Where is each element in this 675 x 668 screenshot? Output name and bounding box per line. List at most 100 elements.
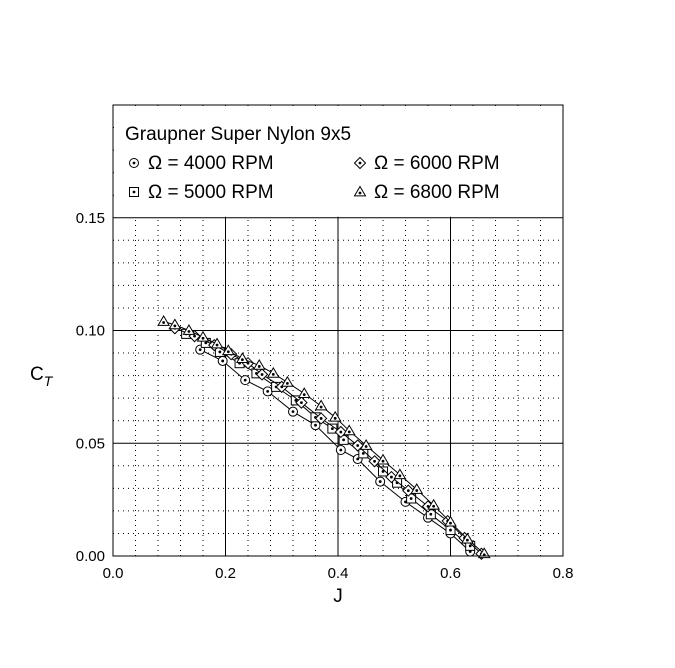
marker-dot — [347, 430, 351, 434]
y-tick-label: 0.10 — [76, 323, 105, 340]
legend: Graupner Super Nylon 9x5 Ω = 4000 RPM Ω =… — [114, 106, 562, 217]
marker-dot — [319, 417, 323, 420]
marker-dot — [201, 336, 205, 340]
marker-dot — [409, 497, 413, 500]
y-tick-label: 0.05 — [76, 435, 105, 452]
marker-dot — [358, 161, 362, 165]
marker-triangle — [196, 330, 210, 342]
marker-dot — [204, 341, 208, 345]
data-point — [376, 453, 390, 465]
data-point — [221, 344, 235, 356]
marker-triangle — [393, 468, 407, 480]
marker-dot — [132, 190, 136, 194]
marker-triangle — [210, 337, 224, 349]
marker-dot — [294, 399, 298, 402]
marker-dot — [381, 459, 385, 463]
legend-item-4: Ω = 6800 RPM — [353, 182, 500, 203]
data-point — [351, 439, 364, 452]
marker-triangle — [427, 498, 440, 510]
data-point — [236, 352, 249, 364]
marker-dot — [319, 405, 323, 409]
series-2 — [181, 328, 476, 551]
y-axis-label-subscript: T — [44, 373, 54, 389]
y-tick-label: 0.15 — [76, 210, 105, 227]
data-point — [288, 406, 298, 417]
marker-dot — [378, 480, 382, 483]
marker-dot — [356, 444, 360, 447]
marker-triangle — [342, 424, 356, 436]
legend-item-1: Ω = 4000 RPM — [129, 153, 274, 174]
y-tick-label: 0.00 — [76, 548, 105, 565]
marker-dot — [291, 410, 295, 414]
tick-labels: 0.0 0.2 0.4 0.6 0.8 0.00 0.05 0.10 0.15 — [76, 210, 574, 582]
marker-dot — [215, 343, 219, 347]
marker-dot — [330, 427, 334, 430]
legend-item-3: Ω = 6000 RPM — [353, 153, 500, 174]
marker-dot — [342, 438, 346, 442]
legend-label: Ω = 6800 RPM — [374, 182, 500, 203]
marker-dot — [358, 191, 362, 195]
y-axis-label-main: C — [30, 364, 44, 385]
data-point — [461, 532, 474, 544]
series-line — [163, 321, 485, 555]
data-point — [240, 375, 251, 386]
marker-dot — [468, 544, 472, 548]
marker-dot — [390, 475, 393, 479]
marker-dot — [162, 321, 166, 324]
marker-dot — [187, 330, 191, 333]
marker-dot — [300, 401, 303, 405]
legend-marker — [129, 187, 139, 197]
marker-triangle — [444, 515, 457, 527]
series-4 — [157, 314, 491, 559]
marker-dot — [285, 381, 289, 385]
data-point — [327, 423, 338, 434]
data-point — [255, 368, 269, 381]
legend-label: Ω = 4000 RPM — [148, 153, 274, 174]
marker-triangle — [157, 314, 170, 326]
marker-dot — [243, 378, 247, 382]
marker-triangle — [328, 410, 342, 422]
marker-triangle — [477, 547, 491, 559]
data-point — [427, 498, 440, 510]
data-point — [314, 399, 328, 411]
marker-dot — [482, 553, 486, 557]
marker-dot — [198, 348, 202, 352]
marker-dot — [364, 445, 368, 448]
marker-dot — [314, 423, 317, 427]
marker-dot — [429, 512, 433, 516]
marker-triangle — [376, 453, 390, 465]
marker-dot — [226, 350, 230, 354]
data-point — [359, 439, 373, 450]
marker-triangle — [353, 185, 367, 197]
data-point — [196, 330, 210, 342]
marker-dot — [465, 538, 469, 542]
marker-dot — [449, 521, 452, 525]
marker-dot — [449, 528, 452, 532]
marker-dot — [132, 161, 136, 165]
marker-dot — [333, 416, 337, 420]
series-layer — [157, 314, 491, 560]
marker-dot — [432, 504, 436, 508]
marker-triangle — [221, 344, 235, 356]
marker-dot — [193, 334, 196, 338]
data-point — [314, 412, 328, 425]
data-point — [477, 547, 491, 559]
series-1 — [195, 344, 476, 557]
legend-label: Ω = 6000 RPM — [374, 153, 500, 174]
data-point — [210, 337, 224, 349]
marker-dot — [339, 430, 343, 434]
x-tick-label: 0.6 — [440, 565, 461, 582]
legend-marker — [129, 158, 139, 168]
marker-triangle — [281, 375, 294, 387]
marker-triangle — [252, 358, 266, 370]
marker-triangle — [182, 324, 196, 335]
data-point — [335, 445, 346, 456]
marker-dot — [381, 470, 385, 473]
marker-dot — [260, 373, 264, 376]
data-point — [157, 314, 170, 326]
data-point — [262, 386, 273, 397]
marker-dot — [257, 365, 261, 368]
x-tick-label: 0.8 — [553, 565, 574, 582]
data-point — [328, 410, 342, 422]
